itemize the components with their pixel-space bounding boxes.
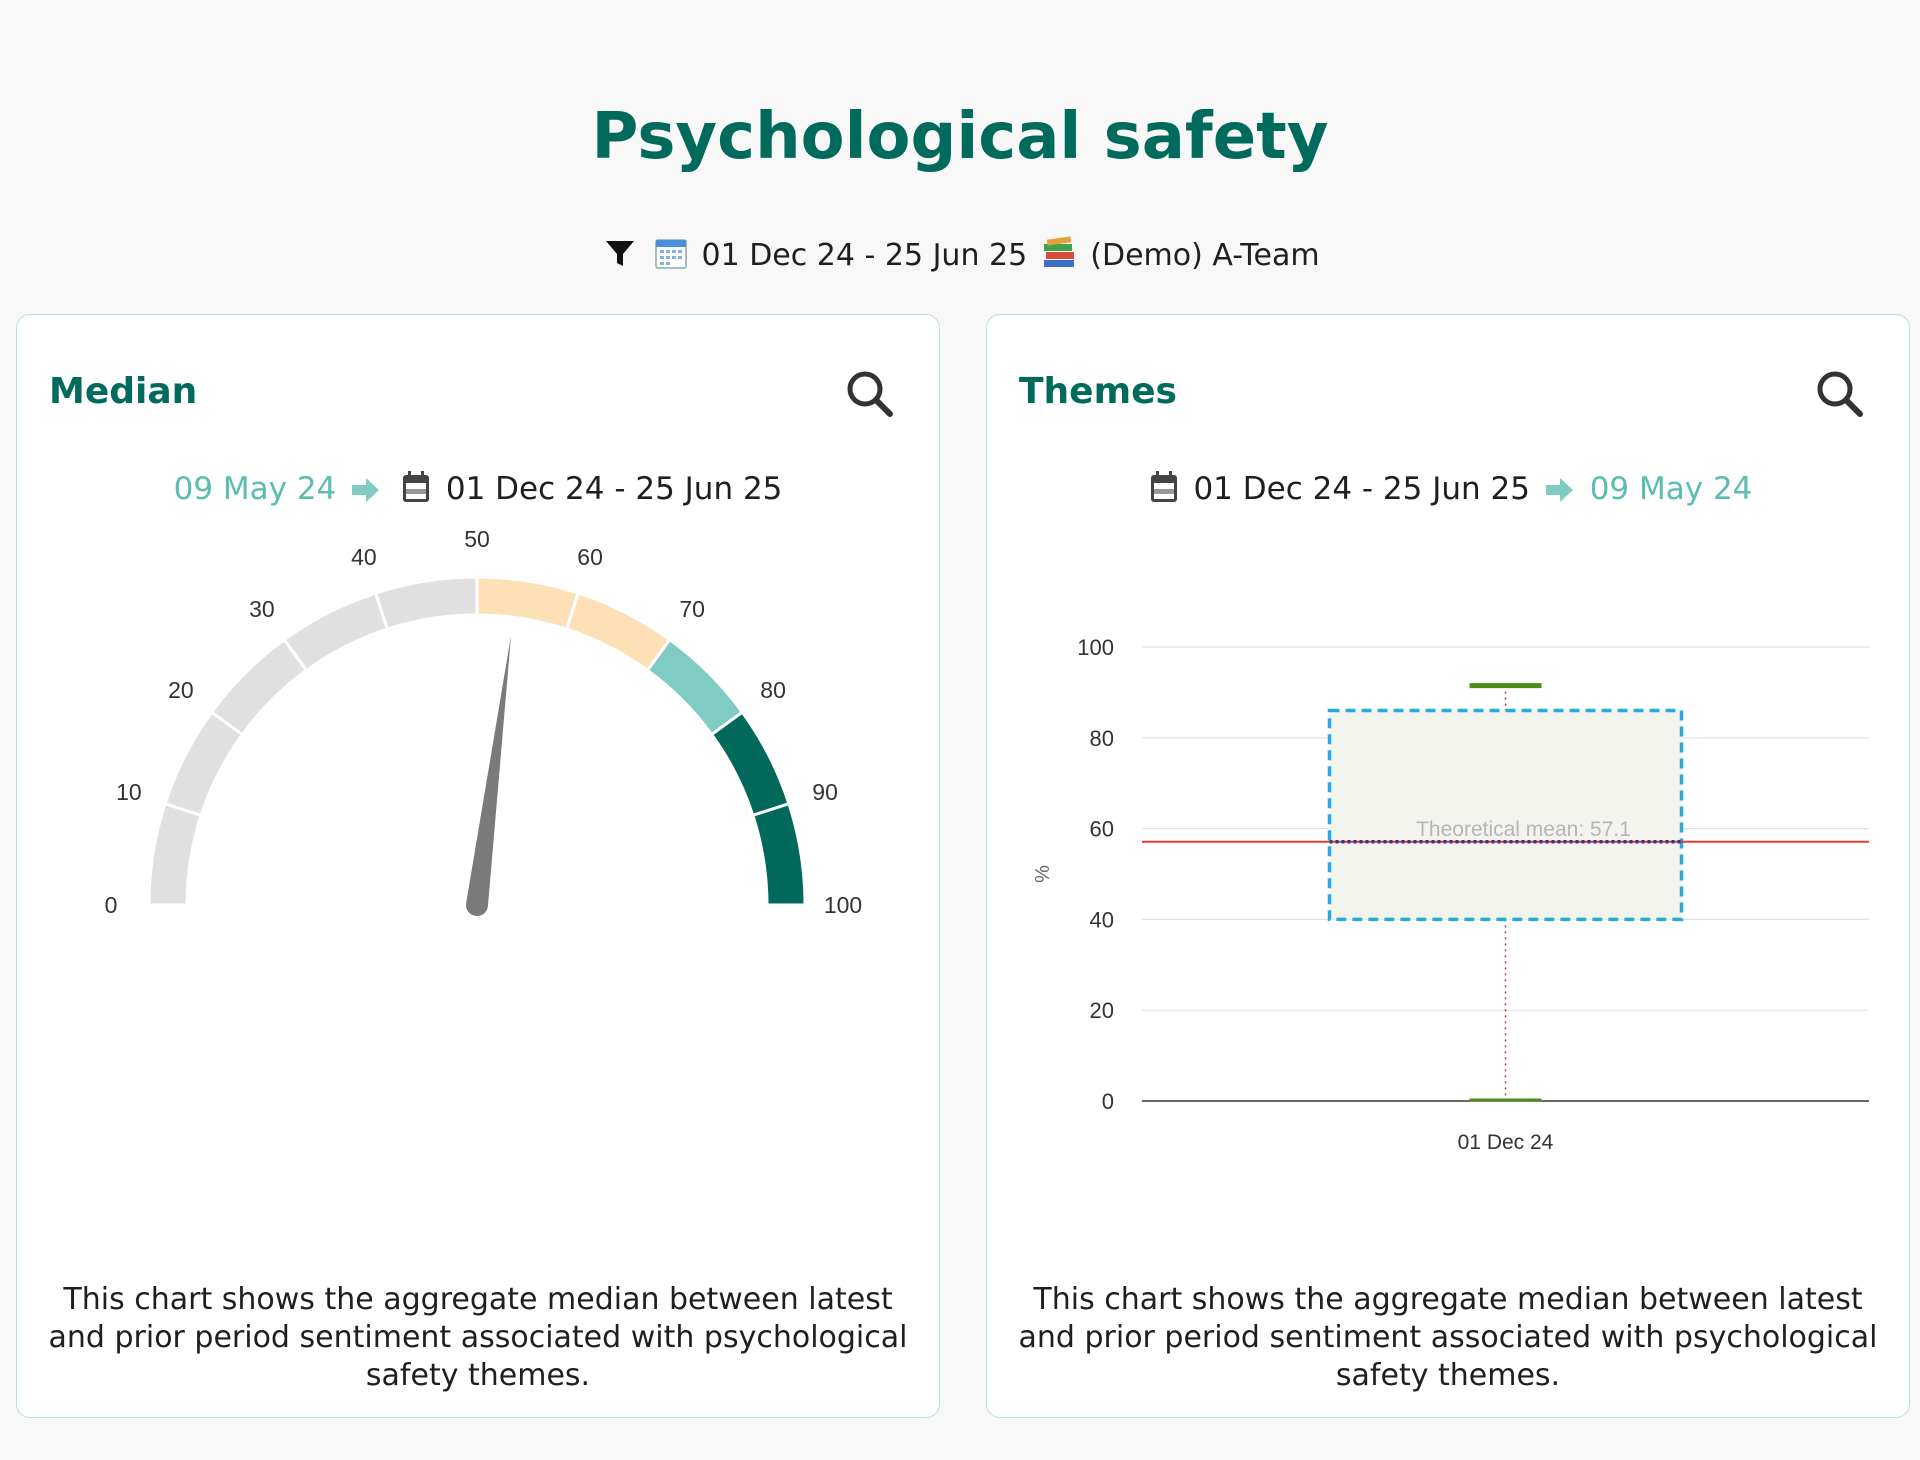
themes-caption: This chart shows the aggregate median be…	[1018, 1282, 1878, 1393]
gauge-tick-label: 20	[168, 677, 194, 703]
median-card: Median 09 May 24 01 Dec 24 - 25 Jun 25 0…	[16, 314, 940, 1418]
filter-date-range: 01 Dec 24 - 25 Jun 25	[701, 238, 1028, 273]
gauge-segment	[209, 637, 309, 737]
y-tick-label: 60	[1090, 817, 1114, 842]
calendar-icon	[1150, 471, 1178, 511]
gauge-tick-label: 100	[824, 892, 862, 918]
y-tick-label: 0	[1102, 1089, 1114, 1114]
calendar-icon	[402, 471, 430, 511]
themes-period-comparison: 01 Dec 24 - 25 Jun 25 09 May 24	[987, 471, 1909, 511]
gauge-segment	[282, 591, 390, 673]
calendar-icon	[654, 236, 688, 278]
y-tick-label: 80	[1090, 726, 1114, 751]
gauge-tick-label: 90	[812, 779, 838, 805]
gauge-segment	[645, 637, 745, 737]
filter-icon	[604, 238, 636, 278]
gauge-tick-label: 70	[679, 596, 705, 622]
themes-box-chart: 0 20 40 60 80 100% Theoretical mean: 57.1 01 De…	[1032, 635, 1869, 1154]
y-tick-label: 20	[1090, 998, 1114, 1023]
y-tick-label: 40	[1090, 907, 1114, 932]
books-icon	[1041, 236, 1077, 278]
filter-team: (Demo) A-Team	[1090, 238, 1320, 273]
y-axis-label: %	[1032, 865, 1054, 883]
median-gauge-chart: 0 10 20 30 40 50 60 70 80 90 100	[105, 526, 863, 918]
median-zoom-button[interactable]	[845, 369, 895, 419]
themes-card-title: Themes	[1019, 371, 1177, 412]
arrow-right-icon	[1545, 475, 1574, 511]
gauge-segment	[750, 801, 807, 907]
mean-line-label: Theoretical mean: 57.1	[1416, 818, 1631, 841]
magnifier-icon	[847, 371, 893, 417]
gauge-tick-label: 10	[116, 779, 142, 805]
median-prior-period: 09 May 24	[173, 471, 337, 507]
gauge-tick-label: 80	[760, 677, 786, 703]
themes-zoom-button[interactable]	[1815, 369, 1865, 419]
median-current-period: 01 Dec 24 - 25 Jun 25	[445, 471, 783, 507]
x-tick-label: 01 Dec 24	[1458, 1131, 1554, 1154]
box-iqr	[1327, 708, 1684, 922]
filter-summary: 01 Dec 24 - 25 Jun 25 (Demo) A-Team	[0, 236, 1920, 278]
gauge-tick-label: 30	[249, 596, 275, 622]
gauge-tick-label: 60	[577, 544, 603, 570]
gauge-tick-label: 0	[105, 892, 118, 918]
gauge-segment	[475, 575, 581, 632]
gauge-tick-label: 40	[351, 544, 377, 570]
median-caption: This chart shows the aggregate median be…	[48, 1282, 908, 1393]
y-tick-label: 100	[1077, 635, 1114, 660]
themes-current-period: 01 Dec 24 - 25 Jun 25	[1193, 471, 1530, 507]
median-card-title: Median	[49, 371, 198, 412]
arrow-right-icon	[352, 475, 380, 511]
page-title: Psychological safety	[591, 100, 1329, 174]
themes-card: Themes 01 Dec 24 - 25 Jun 25 09 May 24 0…	[986, 314, 1910, 1418]
gauge-tick-label: 50	[464, 526, 490, 552]
gauge-segment	[709, 710, 791, 818]
gauge-needle	[466, 635, 512, 916]
gauge-segment	[147, 801, 204, 907]
gauge-segment	[373, 575, 479, 632]
themes-prior-period: 09 May 24	[1589, 471, 1753, 507]
median-period-comparison: 09 May 24 01 Dec 24 - 25 Jun 25	[17, 471, 939, 511]
magnifier-icon	[1817, 371, 1863, 417]
